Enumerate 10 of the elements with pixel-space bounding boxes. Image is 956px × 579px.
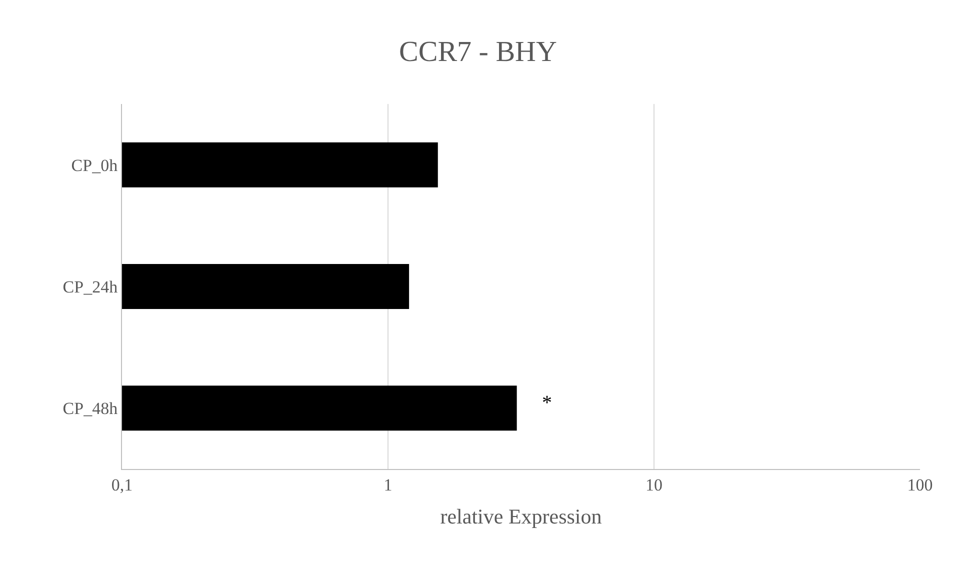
chart-title: CCR7 - BHY bbox=[399, 36, 558, 68]
y-tick-label: CP_24h bbox=[62, 277, 118, 296]
x-tick-label: 10 bbox=[646, 475, 662, 494]
x-tick-label: 100 bbox=[907, 475, 933, 494]
x-axis-title: relative Expression bbox=[440, 504, 602, 529]
y-tick-label: CP_0h bbox=[71, 156, 118, 175]
x-tick-label: 0,1 bbox=[111, 475, 133, 494]
annotation: * bbox=[542, 392, 552, 414]
x-tick-label: 1 bbox=[384, 475, 392, 494]
y-tick-label: CP_48h bbox=[62, 399, 118, 418]
